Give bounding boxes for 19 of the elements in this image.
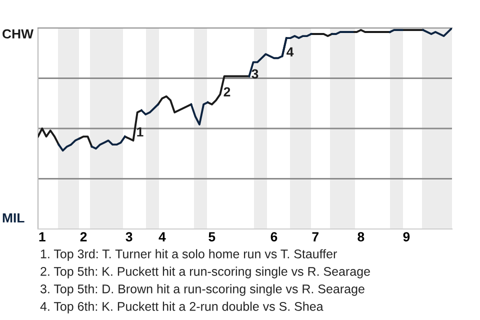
text: 3. Top 5th: D. Brown hit a run-scoring single vs R. Searage [40,284,364,296]
annotation: 3 [252,69,258,79]
x-tick-label: 1 [39,232,46,242]
x-tick-label: 8 [358,232,364,242]
annotation: 4 [286,47,294,56]
x-tick-label: 7 [312,232,318,242]
text: MIL [2,213,24,222]
x-tick-label: 4 [158,232,166,242]
annotation: 1 [137,127,144,136]
text: 1. Top 3rd: T. Turner hit a solo home run vs T. Stauffer [40,249,337,261]
x-tick-label: 6 [270,232,278,242]
text: CHW [2,29,34,39]
text: 2. Top 5th: K. Puckett hit a run-scoring single vs R. Searage [40,266,370,278]
x-tick-label: 5 [208,232,216,242]
x-tick-label: 9 [403,232,410,242]
text: 4. Top 6th: K. Puckett hit a 2-run double vs S. Shea [40,302,324,314]
x-tick-label: 2 [80,232,87,242]
x-tick-label: 3 [126,232,132,242]
annotation: 2 [224,87,230,96]
